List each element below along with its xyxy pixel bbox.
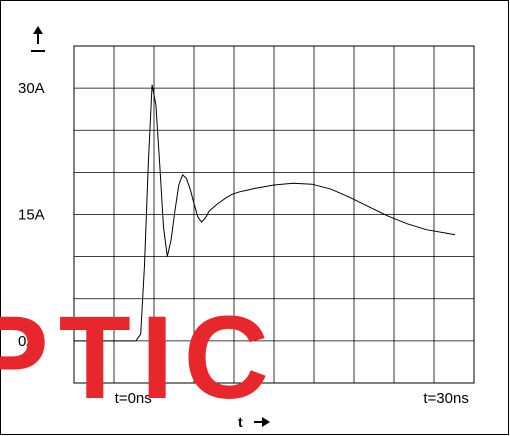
x-tick-label: t=0ns	[115, 390, 152, 407]
x-tick-label: t=30ns	[423, 390, 468, 407]
y-axis-arrow-icon	[31, 26, 45, 52]
x-axis-arrow-icon	[254, 417, 270, 427]
y-tick-label: 30A	[18, 80, 45, 97]
y-tick-labels: 0A 15A 30A	[18, 80, 45, 350]
y-tick-label: 0A	[18, 333, 36, 350]
plot-grid	[73, 45, 475, 384]
x-axis-label: t	[238, 414, 243, 430]
x-tick-labels: t=0ns t=30ns	[115, 390, 469, 407]
watermark: PTIC	[0, 292, 279, 424]
y-tick-label: 15A	[18, 207, 45, 224]
current-series-line	[74, 84, 456, 342]
